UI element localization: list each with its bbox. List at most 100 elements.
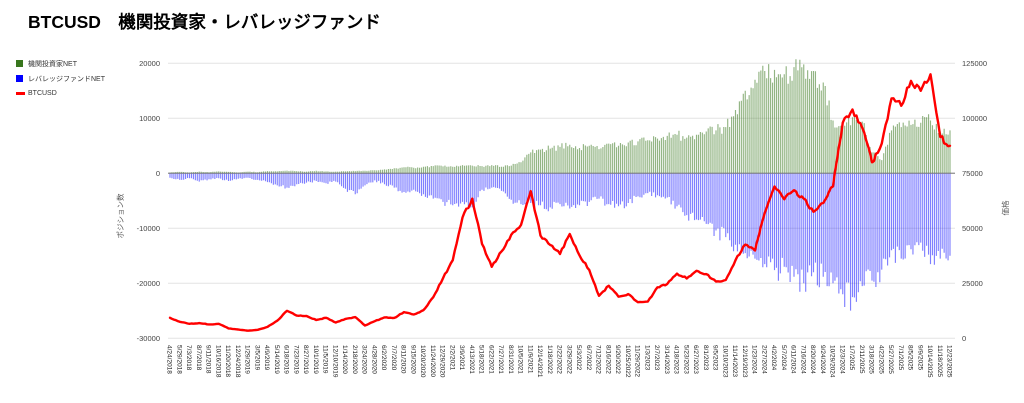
svg-text:12/10/2019: 12/10/2019 bbox=[331, 345, 338, 378]
legend-label-leveraged-fund: レバレッジファンドNET bbox=[28, 75, 105, 83]
svg-text:5/14/2019: 5/14/2019 bbox=[273, 345, 280, 374]
svg-text:1/3/2023: 1/3/2023 bbox=[643, 345, 650, 371]
svg-text:10/20/2020: 10/20/2020 bbox=[419, 345, 426, 378]
svg-text:5/27/2025: 5/27/2025 bbox=[887, 345, 894, 374]
svg-text:2/22/2022: 2/22/2022 bbox=[556, 345, 563, 374]
svg-text:11/9/2021: 11/9/2021 bbox=[526, 345, 533, 374]
svg-text:12/19/2023: 12/19/2023 bbox=[741, 345, 748, 378]
svg-text:12/29/2020: 12/29/2020 bbox=[439, 345, 446, 378]
svg-text:10/14/2025: 10/14/2025 bbox=[926, 345, 933, 378]
svg-text:2/7/2023: 2/7/2023 bbox=[653, 345, 660, 371]
svg-text:6/7/2022: 6/7/2022 bbox=[585, 345, 592, 371]
svg-text:8/31/2021: 8/31/2021 bbox=[507, 345, 514, 374]
svg-text:5/3/2022: 5/3/2022 bbox=[575, 345, 582, 371]
svg-text:0: 0 bbox=[962, 334, 966, 343]
svg-text:9/11/2018: 9/11/2018 bbox=[205, 345, 212, 374]
svg-text:7/27/2021: 7/27/2021 bbox=[497, 345, 504, 374]
svg-text:10/16/2018: 10/16/2018 bbox=[214, 345, 221, 378]
svg-text:3/29/2022: 3/29/2022 bbox=[565, 345, 572, 374]
svg-text:10/5/2021: 10/5/2021 bbox=[517, 345, 524, 374]
svg-text:4/24/2018: 4/24/2018 bbox=[166, 345, 173, 374]
svg-text:4/18/2023: 4/18/2023 bbox=[673, 345, 680, 374]
svg-text:11/18/2025: 11/18/2025 bbox=[936, 345, 943, 377]
svg-text:8/5/2025: 8/5/2025 bbox=[907, 345, 914, 371]
legend-item-institutional: 機関投資家NET bbox=[16, 56, 105, 71]
svg-text:2/18/2020: 2/18/2020 bbox=[351, 345, 358, 374]
svg-text:8/27/2019: 8/27/2019 bbox=[302, 345, 309, 374]
svg-text:12/14/2021: 12/14/2021 bbox=[536, 345, 543, 378]
svg-text:11/14/2023: 11/14/2023 bbox=[731, 345, 738, 377]
svg-text:8/7/2018: 8/7/2018 bbox=[195, 345, 202, 371]
svg-text:9/20/2022: 9/20/2022 bbox=[614, 345, 621, 374]
svg-text:7/23/2019: 7/23/2019 bbox=[292, 345, 299, 374]
svg-text:20000: 20000 bbox=[139, 59, 160, 68]
svg-text:4/28/2020: 4/28/2020 bbox=[370, 345, 377, 374]
svg-text:7/7/2020: 7/7/2020 bbox=[390, 345, 397, 371]
svg-text:10/10/2023: 10/10/2023 bbox=[721, 345, 728, 378]
svg-text:3/18/2025: 3/18/2025 bbox=[868, 345, 875, 374]
svg-text:10000: 10000 bbox=[139, 114, 160, 123]
svg-text:6/11/2024: 6/11/2024 bbox=[790, 345, 797, 374]
svg-text:5/23/2023: 5/23/2023 bbox=[682, 345, 689, 374]
svg-text:4/9/2019: 4/9/2019 bbox=[263, 345, 270, 371]
svg-text:8/1/2023: 8/1/2023 bbox=[702, 345, 709, 371]
svg-text:7/3/2018: 7/3/2018 bbox=[185, 345, 192, 371]
svg-text:2/2/2021: 2/2/2021 bbox=[448, 345, 455, 371]
svg-text:5/29/2018: 5/29/2018 bbox=[175, 345, 182, 374]
svg-text:10/29/2024: 10/29/2024 bbox=[829, 345, 836, 378]
svg-text:125000: 125000 bbox=[962, 59, 987, 68]
svg-text:-30000: -30000 bbox=[137, 334, 160, 343]
svg-text:6/18/2019: 6/18/2019 bbox=[283, 345, 290, 374]
svg-text:11/20/2018: 11/20/2018 bbox=[224, 345, 231, 377]
svg-text:1/14/2020: 1/14/2020 bbox=[341, 345, 348, 374]
svg-text:8/20/2024: 8/20/2024 bbox=[809, 345, 816, 374]
svg-text:3/9/2021: 3/9/2021 bbox=[458, 345, 465, 371]
svg-text:-10000: -10000 bbox=[137, 224, 160, 233]
svg-text:6/22/2021: 6/22/2021 bbox=[487, 345, 494, 374]
green-square-icon bbox=[16, 60, 23, 67]
svg-text:3/14/2023: 3/14/2023 bbox=[663, 345, 670, 374]
svg-text:7/12/2022: 7/12/2022 bbox=[595, 345, 602, 374]
svg-text:0: 0 bbox=[156, 169, 160, 178]
svg-text:4/22/2025: 4/22/2025 bbox=[877, 345, 884, 374]
svg-text:5/7/2024: 5/7/2024 bbox=[780, 345, 787, 371]
svg-text:2/11/2025: 2/11/2025 bbox=[858, 345, 865, 374]
legend-item-btcusd: BTCUSD bbox=[16, 86, 105, 101]
red-line-icon bbox=[16, 92, 25, 95]
svg-text:8/11/2020: 8/11/2020 bbox=[400, 345, 407, 374]
right-axis-title: 価格 bbox=[1000, 200, 1010, 215]
svg-text:1/23/2024: 1/23/2024 bbox=[751, 345, 758, 374]
svg-text:6/2/2020: 6/2/2020 bbox=[380, 345, 387, 371]
legend-item-leveraged-fund: レバレッジファンドNET bbox=[16, 71, 105, 86]
svg-text:1/29/2019: 1/29/2019 bbox=[244, 345, 251, 374]
svg-text:11/24/2020: 11/24/2020 bbox=[429, 345, 436, 377]
svg-text:9/24/2024: 9/24/2024 bbox=[819, 345, 826, 374]
chart-title: BTCUSD 機関投資家・レバレッジファンド bbox=[28, 12, 381, 32]
svg-text:4/2/2024: 4/2/2024 bbox=[770, 345, 777, 371]
svg-text:12/24/2018: 12/24/2018 bbox=[234, 345, 241, 378]
svg-text:10/25/2022: 10/25/2022 bbox=[624, 345, 631, 378]
svg-text:50000: 50000 bbox=[962, 224, 983, 233]
svg-text:9/5/2023: 9/5/2023 bbox=[712, 345, 719, 371]
svg-text:3/24/2020: 3/24/2020 bbox=[361, 345, 368, 374]
svg-text:9/9/2025: 9/9/2025 bbox=[916, 345, 923, 371]
svg-text:11/5/2019: 11/5/2019 bbox=[322, 345, 329, 374]
svg-text:5/18/2021: 5/18/2021 bbox=[478, 345, 485, 374]
legend-label-btcusd: BTCUSD bbox=[28, 90, 57, 97]
svg-text:2/27/2024: 2/27/2024 bbox=[760, 345, 767, 374]
legend-label-institutional: 機関投資家NET bbox=[28, 60, 77, 68]
chart-legend: 機関投資家NET レバレッジファンドNET BTCUSD bbox=[16, 56, 105, 101]
svg-text:-20000: -20000 bbox=[137, 279, 160, 288]
blue-square-icon bbox=[16, 75, 23, 82]
svg-text:100000: 100000 bbox=[962, 114, 987, 123]
svg-text:6/27/2023: 6/27/2023 bbox=[692, 345, 699, 374]
svg-text:7/1/2025: 7/1/2025 bbox=[897, 345, 904, 371]
svg-text:11/29/2022: 11/29/2022 bbox=[634, 345, 641, 377]
svg-text:12/3/2024: 12/3/2024 bbox=[838, 345, 845, 374]
svg-text:8/16/2022: 8/16/2022 bbox=[604, 345, 611, 374]
svg-text:1/18/2022: 1/18/2022 bbox=[546, 345, 553, 374]
svg-text:10/1/2019: 10/1/2019 bbox=[312, 345, 319, 374]
svg-text:4/13/2021: 4/13/2021 bbox=[468, 345, 475, 374]
